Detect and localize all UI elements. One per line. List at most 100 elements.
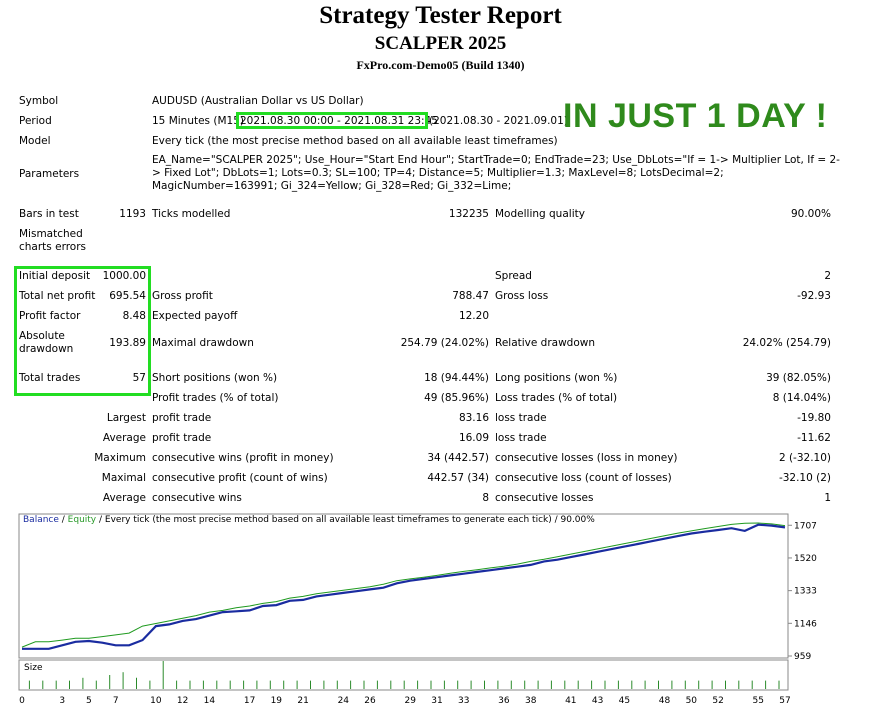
short-positions-value: 18 (94.44%)	[424, 372, 489, 384]
x-tick-label: 3	[59, 696, 65, 706]
long-positions-value: 39 (82.05%)	[766, 372, 831, 384]
model-value: Every tick (the most precise method base…	[152, 135, 558, 147]
gross-profit-value: 788.47	[452, 290, 489, 302]
expected-payoff-label: Expected payoff	[152, 310, 238, 322]
parameters-value: EA_Name="SCALPER 2025"; Use_Hour="Start …	[152, 154, 840, 192]
maximal-consecutive-loss-value: -32.10 (2)	[778, 472, 831, 484]
profit-trades-value: 49 (85.96%)	[424, 392, 489, 404]
net-profit-label: Total net profit	[19, 290, 96, 302]
main-plot-frame	[18, 513, 789, 659]
deposit-value: 1000.00	[102, 270, 146, 282]
x-tick-label: 57	[779, 696, 790, 706]
x-tick-label: 29	[404, 696, 416, 706]
total-trades-label: Total trades	[19, 372, 81, 384]
max-consecutive-wins-value: 34 (442.57)	[427, 452, 489, 464]
gross-loss-value: -92.93	[797, 290, 831, 302]
profit-factor-label: Profit factor	[19, 310, 81, 322]
period-range: 2021.08.30 00:00 - 2021.08.31 23:45	[240, 115, 438, 127]
average-consecutive-label: Average	[102, 492, 146, 504]
x-tick-label: 19	[271, 696, 283, 706]
server-name: FxPro.com-Demo05 (Build 1340)	[356, 58, 525, 72]
equity-series-line	[21, 522, 786, 648]
relative-drawdown-value: 24.02% (254.79)	[742, 337, 831, 349]
gross-profit-label: Gross profit	[152, 290, 213, 302]
maximal-label: Maximal	[101, 472, 146, 484]
x-tick-label: 38	[525, 696, 537, 706]
legend-equity: Equity	[67, 515, 97, 525]
x-tick-label: 45	[619, 696, 630, 706]
x-tick-label: 31	[431, 696, 442, 706]
expected-payoff-value: 12.20	[458, 310, 489, 322]
size-plot-frame	[18, 659, 789, 691]
profit-trades-label: Profit trades (% of total)	[152, 392, 279, 404]
legend-balance: Balance	[23, 515, 59, 525]
y-tick-label: 959	[794, 652, 811, 662]
total-trades-value: 57	[132, 372, 146, 384]
x-tick-label: 24	[338, 696, 350, 706]
x-tick-label: 50	[686, 696, 698, 706]
x-tick-label: 36	[498, 696, 510, 706]
size-label: Size	[24, 663, 43, 673]
net-profit-value: 695.54	[109, 290, 146, 302]
balance-series-line	[22, 523, 786, 650]
maximum-label: Maximum	[94, 452, 146, 464]
maximal-consecutive-loss-label: consecutive loss (count of losses)	[495, 472, 672, 484]
x-tick-label: 10	[150, 696, 162, 706]
x-tick-label: 7	[113, 696, 119, 706]
loss-trades-label: Loss trades (% of total)	[495, 392, 618, 404]
largest-loss-label: loss trade	[495, 412, 547, 424]
y-tick-label: 1146	[794, 619, 817, 629]
x-tick-label: 33	[458, 696, 469, 706]
maximal-drawdown-value: 254.79 (24.02%)	[400, 337, 489, 349]
x-tick-label: 0	[19, 696, 25, 706]
profit-factor-value: 8.48	[122, 310, 146, 322]
absolute-drawdown-label-line1: Absolute	[19, 330, 65, 342]
maximal-drawdown-label: Maximal drawdown	[152, 337, 254, 349]
deposit-label: Initial deposit	[19, 270, 91, 282]
maximal-consecutive-profit-label: consecutive profit (count of wins)	[152, 472, 328, 484]
mismatch-label-line2: charts errors	[19, 241, 86, 253]
average-consecutive-wins-label: consecutive wins	[152, 492, 242, 504]
largest-profit-value: 83.16	[458, 412, 489, 424]
gross-loss-label: Gross loss	[495, 290, 549, 302]
model-label: Model	[19, 135, 51, 147]
y-tick-label: 1520	[794, 554, 817, 564]
short-positions-label: Short positions (won %)	[152, 372, 278, 384]
x-tick-label: 26	[364, 696, 376, 706]
absolute-drawdown-value: 193.89	[109, 337, 146, 349]
average-consecutive-losses-label: consecutive losses	[495, 492, 594, 504]
y-tick-label: 1333	[794, 587, 817, 597]
x-tick-label: 48	[659, 696, 671, 706]
bars-value: 1193	[119, 208, 146, 220]
legend-sep: /	[58, 515, 68, 525]
average-loss-label: loss trade	[495, 432, 547, 444]
x-tick-label: 55	[752, 696, 763, 706]
x-tick-label: 52	[712, 696, 723, 706]
mismatch-label-line1: Mismatched	[19, 228, 83, 240]
y-tick-label: 1707	[794, 521, 817, 531]
average-loss-value: -11.62	[797, 432, 831, 444]
report-title: Strategy Tester Report	[319, 2, 562, 29]
long-positions-label: Long positions (won %)	[495, 372, 618, 384]
average-consecutive-wins-value: 8	[482, 492, 489, 504]
period-suffix: (2021.08.30 - 2021.09.01)	[429, 115, 568, 127]
x-tick-label: 5	[86, 696, 92, 706]
legend-rest: / Every tick (the most precise method ba…	[96, 515, 595, 525]
x-tick-label: 12	[177, 696, 188, 706]
key-stats-highlight-box	[14, 266, 151, 396]
parameters-label: Parameters	[19, 168, 80, 180]
period-label: Period	[19, 115, 52, 127]
x-tick-label: 14	[204, 696, 216, 706]
symbol-value: AUDUSD (Australian Dollar vs US Dollar)	[152, 95, 364, 107]
bars-label: Bars in test	[19, 208, 79, 220]
absolute-drawdown-label-line2: drawdown	[19, 343, 74, 355]
max-consecutive-wins-label: consecutive wins (profit in money)	[152, 452, 334, 464]
ticks-value: 132235	[448, 208, 489, 220]
ticks-label: Ticks modelled	[152, 208, 231, 220]
maximal-consecutive-profit-value: 442.57 (34)	[427, 472, 489, 484]
spread-value: 2	[824, 270, 831, 282]
average-profit-value: 16.09	[458, 432, 489, 444]
quality-label: Modelling quality	[495, 208, 585, 220]
annotation-text: IN JUST 1 DAY !	[563, 97, 828, 135]
